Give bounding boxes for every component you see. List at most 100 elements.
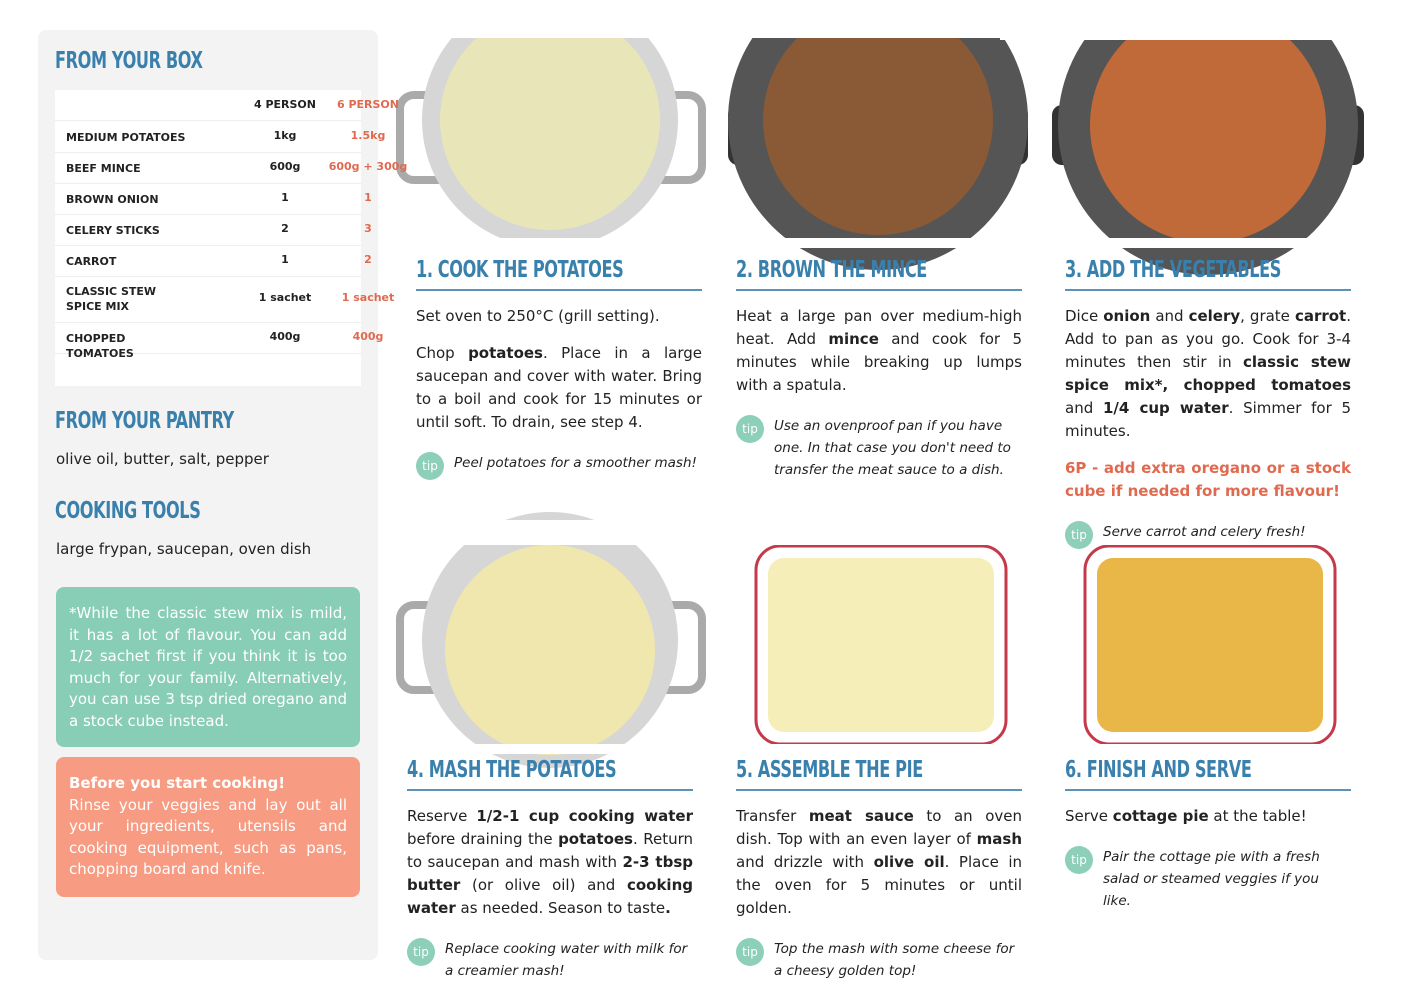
text-run: and [1065, 399, 1103, 417]
ingredient-name: BEEF MINCE [66, 162, 141, 175]
step-title-rule: 3. add the vegetables [1065, 257, 1351, 291]
step-title: 2. brown the mince [736, 257, 927, 283]
quantity: 1.5kg [350, 128, 386, 142]
ingredient-name: CHOPPED TOMATOES [66, 332, 134, 360]
instruction: 6P - add extra oregano or a stock cube i… [1065, 457, 1351, 503]
tip-badge: tip [1065, 521, 1093, 549]
quantity: 3 [364, 221, 372, 235]
step-title: 3. add the vegetables [1065, 257, 1281, 283]
table-row: MEDIUM POTATOES 1kg 1.5kg [55, 121, 385, 153]
photo-pan-mince [728, 0, 1028, 270]
step-title-rule: 1. cook the potatoes [416, 257, 702, 291]
section-title: from your pantry [55, 408, 234, 434]
bold-run: carrot [1294, 307, 1347, 325]
text-run: and drizzle with [736, 853, 874, 871]
bold-run: celery [1188, 307, 1241, 325]
quantity: 2 [281, 221, 289, 235]
bold-run: cottage pie [1112, 807, 1209, 825]
instruction: Heat a large pan over medium-high heat. … [736, 305, 1022, 397]
text-run: Set oven to 250°C (grill setting). [416, 307, 660, 325]
bold-run: classic stew spice mix*, chopped tomatoe… [1065, 353, 1351, 394]
text-run: at the table! [1208, 807, 1307, 825]
tip-text: Replace cooking water with milk for a cr… [445, 941, 688, 979]
table-row: CELERY STICKS 2 3 [55, 214, 372, 246]
note-box: *While the classic stew mix is mild, it … [56, 587, 360, 747]
text-run: Reserve [407, 807, 477, 825]
quantity: 1kg [273, 128, 297, 142]
step-title: 4. mash the potatoes [407, 757, 617, 783]
table-header: 4 PERSON 6 PERSON [55, 90, 399, 121]
instruction: Chop potatoes. Place in a large saucepan… [416, 342, 702, 434]
bold-run: mash [976, 830, 1022, 848]
ingredient-name: CELERY STICKS [66, 224, 160, 237]
table-row: CLASSIC STEW SPICE MIX 1 sachet 1 sachet [55, 276, 394, 323]
photo-pot-potatoes [396, 0, 706, 248]
quantity: 1 [364, 190, 372, 204]
bold-run: cooking water [407, 876, 693, 917]
ingredient-name: CARROT [66, 255, 117, 268]
quantity: 1 [281, 190, 289, 204]
table-row: BEEF MINCE 600g 600g + 300g [55, 152, 407, 184]
step: 1. cook the potatoes Set oven to 250°C (g… [416, 255, 702, 480]
step: 3. add the vegetables Dice onion and cele… [1065, 255, 1352, 549]
tip: tip Pair the cottage pie with a fresh sal… [1065, 846, 1351, 912]
text-run: and [1150, 307, 1189, 325]
tip: tip Serve carrot and celery fresh! [1065, 521, 1351, 549]
photo-pan-vegetables [1052, 0, 1364, 275]
tip: tip Peel potatoes for a smoother mash! [416, 452, 702, 480]
ingredients-table: 4 PERSON 6 PERSON MEDIUM POTATOES 1kg 1.5kg B… [55, 90, 407, 386]
before-text: Rinse your veggies and lay out all your … [69, 795, 347, 879]
quantity: 400g [352, 329, 384, 343]
text-run: . Simmer for 5 minutes. [1065, 399, 1351, 440]
tip-badge: tip [1065, 846, 1093, 874]
bold-run: mince [828, 330, 879, 348]
step-title: 6. finish and serve [1065, 757, 1252, 783]
tip: tip Use an ovenproof pan if you have one.… [736, 415, 1022, 481]
text-run: to an oven dish. Top with an even layer … [736, 807, 1022, 848]
text-run: (or olive oil) and [460, 876, 627, 894]
tip-badge: tip [407, 938, 435, 966]
step-title-rule: 2. brown the mince [736, 257, 1022, 291]
tip-badge: tip [736, 415, 764, 443]
instruction: Serve cottage pie at the table! [1065, 805, 1351, 828]
bold-run: 1/2-1 cup cooking water [476, 807, 693, 825]
text-run: before draining the [407, 830, 559, 848]
tools-list: large frypan, saucepan, oven dish [56, 540, 312, 558]
text-run: and cook for 5 minutes while breaking up… [736, 330, 1023, 394]
step-title-rule: 6. finish and serve [1065, 757, 1351, 791]
text-run: . Return to saucepan and mash with [407, 830, 693, 871]
step: 2. brown the mince Heat a large pan over … [736, 255, 1022, 481]
instruction: Reserve 1/2-1 cup cooking water before d… [407, 805, 693, 920]
text-run: Heat a large pan over medium-high heat. … [736, 307, 1022, 348]
bold-run: potatoes [558, 830, 633, 848]
photo-pie-mash [768, 558, 994, 732]
ingredient-name: MEDIUM POTATOES [66, 131, 186, 144]
tip: tip Replace cooking water with milk for a… [407, 938, 693, 982]
highlight-run: 6P - add extra oregano or a stock cube i… [1065, 459, 1351, 500]
step-title-rule: 5. assemble the pie [736, 757, 1022, 791]
tip-text: Pair the cottage pie with a fresh salad … [1103, 849, 1320, 909]
quantity: 1 sachet [341, 291, 395, 304]
text-run: . Add to pan as you go. Cook for 3-4 min… [1065, 307, 1352, 371]
quantity: 600g + 300g [328, 159, 408, 173]
tip-badge: tip [416, 452, 444, 480]
bold-run: meat sauce [808, 807, 914, 825]
bold-run: potatoes [468, 344, 543, 362]
step-title-rule: 4. mash the potatoes [407, 757, 693, 791]
text-run: Serve [1065, 807, 1113, 825]
text-run: , grate [1240, 307, 1295, 325]
text-run: as needed. Season to taste [455, 899, 666, 917]
quantity: 1 [281, 252, 289, 266]
tip-badge: tip [736, 938, 764, 966]
bold-run: . [665, 899, 671, 917]
photo-pie-baked [1097, 558, 1323, 732]
text-run: . Place in the oven for 5 minutes or unt… [736, 853, 1022, 917]
table-row: CHOPPED TOMATOES 400g 400g [55, 322, 383, 360]
instruction: Transfer meat sauce to an oven dish. Top… [736, 805, 1022, 920]
instruction: Set oven to 250°C (grill setting). [416, 305, 702, 328]
pantry-list: olive oil, butter, salt, pepper [56, 450, 269, 468]
bold-run: onion [1103, 307, 1151, 325]
tip-text: Top the mash with some cheese for a chee… [774, 941, 1015, 979]
tip-text: Serve carrot and celery fresh! [1103, 524, 1306, 540]
bold-run: 2-3 tbsp butter [407, 853, 693, 894]
